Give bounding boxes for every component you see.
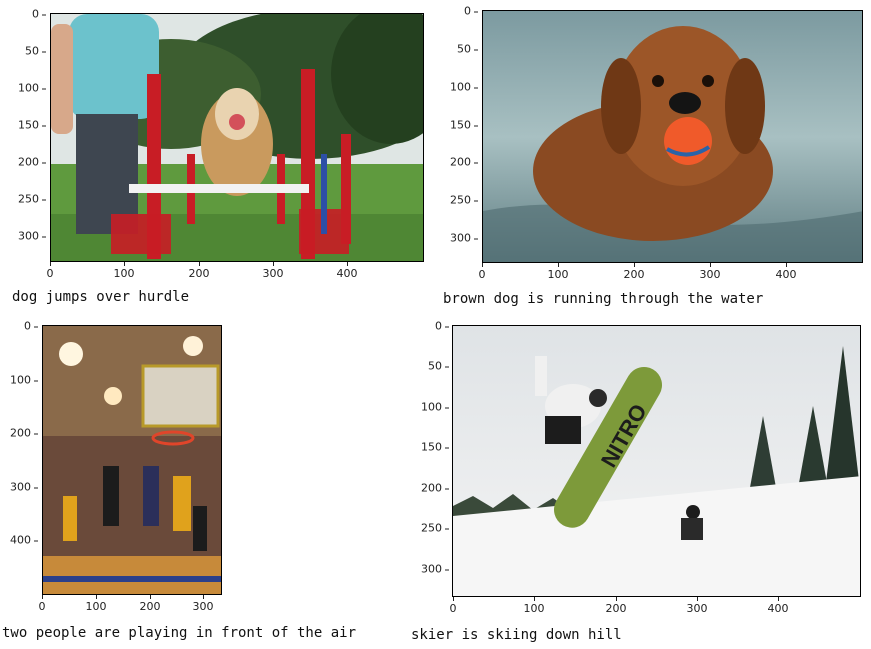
y-tick: 100 bbox=[5, 83, 46, 94]
y-tick: 0 bbox=[5, 9, 46, 20]
y-tick: 0 bbox=[0, 321, 38, 332]
x-tick: 100 bbox=[76, 595, 116, 612]
y-tick: 100 bbox=[437, 82, 478, 93]
y-tick: 50 bbox=[408, 361, 449, 372]
y-tick: 300 bbox=[5, 231, 46, 242]
x-tick: 200 bbox=[130, 595, 170, 612]
x-tick: 300 bbox=[677, 597, 717, 614]
y-tick: 300 bbox=[0, 482, 38, 493]
caption: skier is skiing down hill bbox=[411, 627, 622, 643]
y-tick: 250 bbox=[408, 523, 449, 534]
x-tick: 300 bbox=[253, 262, 293, 279]
y-tick: 200 bbox=[5, 157, 46, 168]
x-tick: 400 bbox=[766, 263, 806, 280]
y-tick: 300 bbox=[437, 233, 478, 244]
x-tick: 400 bbox=[758, 597, 798, 614]
y-tick: 0 bbox=[408, 321, 449, 332]
x-tick: 0 bbox=[22, 595, 62, 612]
y-tick: 250 bbox=[437, 195, 478, 206]
photo-dog-water bbox=[482, 10, 863, 263]
caption: dog jumps over hurdle bbox=[12, 289, 190, 305]
photo-snowboarder: NITRO bbox=[452, 325, 861, 597]
caption: two people are playing in front of the a… bbox=[2, 625, 357, 641]
x-tick: 0 bbox=[433, 597, 473, 614]
y-tick: 100 bbox=[408, 402, 449, 413]
y-tick: 150 bbox=[437, 120, 478, 131]
x-tick: 100 bbox=[538, 263, 578, 280]
x-tick: 200 bbox=[179, 262, 219, 279]
y-tick: 200 bbox=[437, 157, 478, 168]
x-tick: 200 bbox=[614, 263, 654, 280]
y-tick: 150 bbox=[408, 442, 449, 453]
y-tick: 0 bbox=[437, 6, 478, 17]
x-tick: 200 bbox=[596, 597, 636, 614]
x-tick: 100 bbox=[514, 597, 554, 614]
y-tick: 100 bbox=[0, 375, 38, 386]
y-tick: 50 bbox=[5, 46, 46, 57]
y-tick: 150 bbox=[5, 120, 46, 131]
photo-dog-hurdle bbox=[50, 13, 424, 262]
y-tick: 50 bbox=[437, 44, 478, 55]
x-tick: 0 bbox=[30, 262, 70, 279]
x-tick: 400 bbox=[327, 262, 367, 279]
x-tick: 100 bbox=[104, 262, 144, 279]
photo-basketball bbox=[42, 325, 222, 595]
y-tick: 250 bbox=[5, 194, 46, 205]
y-tick: 400 bbox=[0, 535, 38, 546]
x-tick: 300 bbox=[183, 595, 223, 612]
y-tick: 200 bbox=[0, 428, 38, 439]
y-tick: 200 bbox=[408, 483, 449, 494]
y-tick: 300 bbox=[408, 564, 449, 575]
x-tick: 300 bbox=[690, 263, 730, 280]
x-tick: 0 bbox=[462, 263, 502, 280]
caption: brown dog is running through the water bbox=[443, 291, 764, 307]
